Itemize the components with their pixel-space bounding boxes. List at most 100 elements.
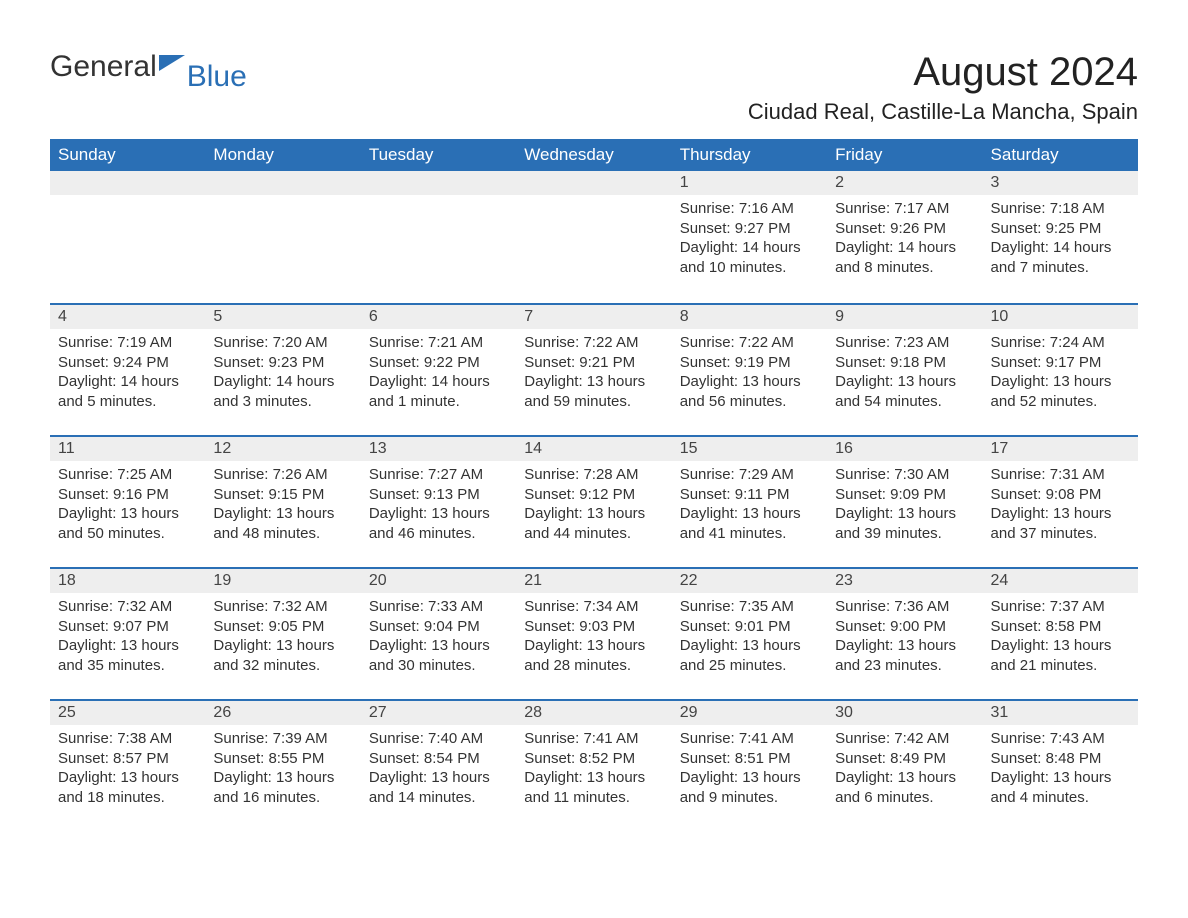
sunrise-text: Sunrise: 7:40 AM [369, 729, 508, 749]
day-number-bar [361, 171, 516, 195]
calendar-cell [361, 171, 516, 303]
calendar-cell: 23Sunrise: 7:36 AMSunset: 9:00 PMDayligh… [827, 567, 982, 699]
sunset-text: Sunset: 9:01 PM [680, 617, 819, 637]
day-details: Sunrise: 7:33 AMSunset: 9:04 PMDaylight:… [361, 593, 516, 679]
day-number: 14 [516, 435, 671, 461]
day-details: Sunrise: 7:24 AMSunset: 9:17 PMDaylight:… [983, 329, 1138, 415]
sunset-text: Sunset: 9:00 PM [835, 617, 974, 637]
calendar-cell: 15Sunrise: 7:29 AMSunset: 9:11 PMDayligh… [672, 435, 827, 567]
daylight-text: Daylight: 13 hours and 37 minutes. [991, 504, 1130, 543]
day-details: Sunrise: 7:39 AMSunset: 8:55 PMDaylight:… [205, 725, 360, 811]
day-details: Sunrise: 7:32 AMSunset: 9:05 PMDaylight:… [205, 593, 360, 679]
day-details: Sunrise: 7:19 AMSunset: 9:24 PMDaylight:… [50, 329, 205, 415]
day-number: 10 [983, 303, 1138, 329]
calendar-week: 4Sunrise: 7:19 AMSunset: 9:24 PMDaylight… [50, 303, 1138, 435]
daylight-text: Daylight: 13 hours and 28 minutes. [524, 636, 663, 675]
sunrise-text: Sunrise: 7:29 AM [680, 465, 819, 485]
sunset-text: Sunset: 9:21 PM [524, 353, 663, 373]
daylight-text: Daylight: 14 hours and 3 minutes. [213, 372, 352, 411]
calendar-cell: 4Sunrise: 7:19 AMSunset: 9:24 PMDaylight… [50, 303, 205, 435]
daylight-text: Daylight: 13 hours and 18 minutes. [58, 768, 197, 807]
sunrise-text: Sunrise: 7:33 AM [369, 597, 508, 617]
sunrise-text: Sunrise: 7:32 AM [58, 597, 197, 617]
calendar-cell: 20Sunrise: 7:33 AMSunset: 9:04 PMDayligh… [361, 567, 516, 699]
calendar-cell: 25Sunrise: 7:38 AMSunset: 8:57 PMDayligh… [50, 699, 205, 831]
day-number: 21 [516, 567, 671, 593]
calendar-body: 1Sunrise: 7:16 AMSunset: 9:27 PMDaylight… [50, 171, 1138, 831]
calendar-cell [50, 171, 205, 303]
dayname-header: Saturday [983, 139, 1138, 171]
day-number-bar [205, 171, 360, 195]
sunset-text: Sunset: 9:05 PM [213, 617, 352, 637]
dayname-header: Tuesday [361, 139, 516, 171]
daylight-text: Daylight: 13 hours and 23 minutes. [835, 636, 974, 675]
sunset-text: Sunset: 9:15 PM [213, 485, 352, 505]
sunset-text: Sunset: 8:57 PM [58, 749, 197, 769]
day-number: 27 [361, 699, 516, 725]
daylight-text: Daylight: 13 hours and 9 minutes. [680, 768, 819, 807]
sunrise-text: Sunrise: 7:34 AM [524, 597, 663, 617]
day-number: 7 [516, 303, 671, 329]
daylight-text: Daylight: 13 hours and 48 minutes. [213, 504, 352, 543]
daylight-text: Daylight: 13 hours and 16 minutes. [213, 768, 352, 807]
sunset-text: Sunset: 8:54 PM [369, 749, 508, 769]
day-number-bar [516, 171, 671, 195]
sunset-text: Sunset: 9:26 PM [835, 219, 974, 239]
day-number: 23 [827, 567, 982, 593]
sunset-text: Sunset: 9:25 PM [991, 219, 1130, 239]
calendar-cell: 19Sunrise: 7:32 AMSunset: 9:05 PMDayligh… [205, 567, 360, 699]
day-number: 29 [672, 699, 827, 725]
day-number: 20 [361, 567, 516, 593]
sunset-text: Sunset: 8:49 PM [835, 749, 974, 769]
day-number: 13 [361, 435, 516, 461]
sunset-text: Sunset: 9:09 PM [835, 485, 974, 505]
logo-triangle-icon [159, 55, 185, 71]
sunrise-text: Sunrise: 7:35 AM [680, 597, 819, 617]
calendar-cell: 27Sunrise: 7:40 AMSunset: 8:54 PMDayligh… [361, 699, 516, 831]
calendar-cell: 30Sunrise: 7:42 AMSunset: 8:49 PMDayligh… [827, 699, 982, 831]
day-details: Sunrise: 7:26 AMSunset: 9:15 PMDaylight:… [205, 461, 360, 547]
day-number: 5 [205, 303, 360, 329]
day-details: Sunrise: 7:38 AMSunset: 8:57 PMDaylight:… [50, 725, 205, 811]
day-details: Sunrise: 7:20 AMSunset: 9:23 PMDaylight:… [205, 329, 360, 415]
day-number: 25 [50, 699, 205, 725]
day-number: 6 [361, 303, 516, 329]
day-number: 17 [983, 435, 1138, 461]
daylight-text: Daylight: 14 hours and 1 minute. [369, 372, 508, 411]
calendar-cell: 10Sunrise: 7:24 AMSunset: 9:17 PMDayligh… [983, 303, 1138, 435]
page-title: August 2024 [913, 50, 1138, 95]
day-details: Sunrise: 7:36 AMSunset: 9:00 PMDaylight:… [827, 593, 982, 679]
day-number: 1 [672, 171, 827, 195]
day-number: 19 [205, 567, 360, 593]
calendar-cell [205, 171, 360, 303]
calendar-cell: 22Sunrise: 7:35 AMSunset: 9:01 PMDayligh… [672, 567, 827, 699]
dayname-header: Friday [827, 139, 982, 171]
sunrise-text: Sunrise: 7:32 AM [213, 597, 352, 617]
daylight-text: Daylight: 13 hours and 56 minutes. [680, 372, 819, 411]
sunrise-text: Sunrise: 7:24 AM [991, 333, 1130, 353]
calendar-cell: 12Sunrise: 7:26 AMSunset: 9:15 PMDayligh… [205, 435, 360, 567]
calendar-cell: 21Sunrise: 7:34 AMSunset: 9:03 PMDayligh… [516, 567, 671, 699]
sunset-text: Sunset: 8:51 PM [680, 749, 819, 769]
calendar-cell: 28Sunrise: 7:41 AMSunset: 8:52 PMDayligh… [516, 699, 671, 831]
day-number: 26 [205, 699, 360, 725]
calendar-cell: 2Sunrise: 7:17 AMSunset: 9:26 PMDaylight… [827, 171, 982, 303]
day-details: Sunrise: 7:34 AMSunset: 9:03 PMDaylight:… [516, 593, 671, 679]
day-number: 15 [672, 435, 827, 461]
calendar-cell: 7Sunrise: 7:22 AMSunset: 9:21 PMDaylight… [516, 303, 671, 435]
sunset-text: Sunset: 9:18 PM [835, 353, 974, 373]
sunrise-text: Sunrise: 7:41 AM [524, 729, 663, 749]
day-details: Sunrise: 7:18 AMSunset: 9:25 PMDaylight:… [983, 195, 1138, 281]
daylight-text: Daylight: 13 hours and 44 minutes. [524, 504, 663, 543]
daylight-text: Daylight: 13 hours and 59 minutes. [524, 372, 663, 411]
daylight-text: Daylight: 13 hours and 4 minutes. [991, 768, 1130, 807]
sunset-text: Sunset: 9:16 PM [58, 485, 197, 505]
sunrise-text: Sunrise: 7:31 AM [991, 465, 1130, 485]
day-details: Sunrise: 7:21 AMSunset: 9:22 PMDaylight:… [361, 329, 516, 415]
daylight-text: Daylight: 13 hours and 21 minutes. [991, 636, 1130, 675]
day-number: 8 [672, 303, 827, 329]
day-number: 11 [50, 435, 205, 461]
sunrise-text: Sunrise: 7:16 AM [680, 199, 819, 219]
calendar-cell: 31Sunrise: 7:43 AMSunset: 8:48 PMDayligh… [983, 699, 1138, 831]
sunrise-text: Sunrise: 7:20 AM [213, 333, 352, 353]
